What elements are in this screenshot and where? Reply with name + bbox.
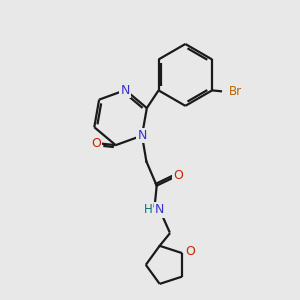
Text: O: O: [91, 137, 101, 150]
Text: N: N: [155, 203, 164, 216]
Text: Br: Br: [229, 85, 242, 98]
Text: N: N: [121, 84, 130, 97]
Text: H: H: [143, 203, 152, 216]
Text: O: O: [173, 169, 183, 182]
Text: N: N: [137, 129, 147, 142]
Text: O: O: [185, 245, 195, 258]
